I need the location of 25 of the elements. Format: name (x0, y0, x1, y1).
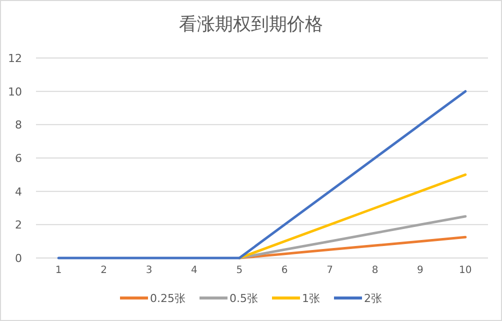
x-tick-label: 2 (100, 265, 107, 276)
line-series (238, 215, 467, 260)
legend-label: 0.25张 (150, 292, 186, 305)
x-tick-label: 9 (417, 265, 424, 276)
y-tick-label: 4 (15, 185, 22, 198)
x-tick-label: 4 (191, 265, 198, 276)
x-tick-label: 5 (236, 265, 243, 276)
legend-label: 2张 (364, 292, 382, 305)
y-tick-label: 12 (8, 52, 22, 65)
line-series (57, 90, 467, 260)
y-tick-label: 8 (15, 118, 22, 132)
y-tick-label: 0 (15, 252, 22, 265)
x-tick-label: 7 (326, 265, 333, 276)
line-series (238, 173, 467, 260)
x-tick-label: 6 (281, 265, 288, 276)
legend-label: 1张 (302, 292, 320, 305)
x-tick-label: 3 (146, 265, 152, 276)
legend-label: 0.5张 (230, 292, 258, 305)
x-tick-label: 10 (459, 265, 472, 276)
y-tick-label: 10 (8, 85, 22, 98)
y-tick-label: 2 (15, 218, 22, 232)
x-tick-label: 1 (55, 265, 62, 276)
x-tick-label: 8 (372, 265, 378, 276)
title: 看涨期权到期价格 (179, 14, 323, 35)
y-tick-label: 6 (15, 152, 22, 165)
